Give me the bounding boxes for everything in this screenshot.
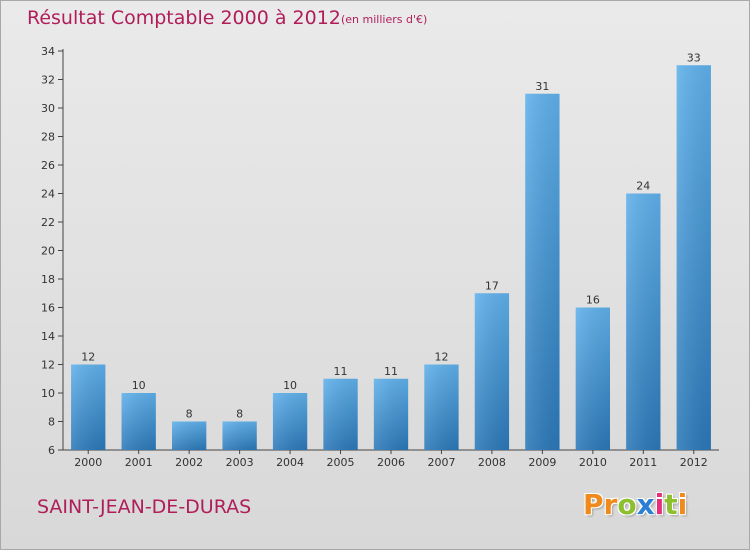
logo-letter: x: [636, 488, 655, 521]
x-tick-label: 2007: [427, 456, 455, 469]
data-label: 11: [334, 365, 348, 378]
bar-shade: [424, 364, 459, 450]
y-tick-label: 22: [41, 216, 55, 229]
x-tick-label: 2011: [629, 456, 657, 469]
y-tick-label: 28: [41, 131, 55, 144]
data-label: 33: [687, 51, 701, 64]
x-tick-label: 2003: [226, 456, 254, 469]
y-tick-label: 10: [41, 387, 55, 400]
y-tick-label: 26: [41, 159, 55, 172]
y-tick-label: 32: [41, 74, 55, 87]
chart-title: Résultat Comptable 2000 à 2012: [27, 7, 341, 29]
x-tick-label: 2012: [680, 456, 708, 469]
logo-letter: o: [617, 488, 637, 521]
logo-letter: P: [583, 488, 604, 521]
y-tick-label: 8: [48, 416, 55, 429]
bar-shade: [474, 293, 510, 450]
data-label: 10: [283, 379, 297, 392]
logo-letter: i: [654, 488, 665, 521]
x-tick-label: 2006: [377, 456, 405, 469]
x-tick-label: 2000: [74, 456, 102, 469]
x-tick-label: 2001: [125, 456, 153, 469]
data-label: 17: [485, 279, 499, 292]
data-label: 8: [186, 408, 193, 421]
bar-shade: [171, 421, 207, 450]
data-label: 24: [636, 180, 650, 193]
y-tick-label: 18: [41, 273, 55, 286]
logo-letter: i: [677, 488, 688, 521]
x-tick-label: 2010: [579, 456, 607, 469]
x-tick-label: 2009: [528, 456, 556, 469]
data-label: 12: [81, 351, 95, 364]
bar-shade: [525, 93, 560, 450]
bar-shade: [71, 364, 106, 450]
y-tick-label: 34: [41, 45, 55, 58]
bar-shade: [626, 193, 661, 450]
bar-shade: [676, 65, 711, 450]
bar-shade: [222, 421, 257, 450]
y-tick-label: 14: [41, 330, 55, 343]
proxiti-logo[interactable]: Proxiti: [583, 488, 687, 521]
logo-letter: t: [664, 488, 678, 521]
y-tick-label: 30: [41, 102, 55, 115]
y-tick-label: 6: [48, 444, 55, 457]
data-label: 12: [434, 351, 448, 364]
y-tick-label: 20: [41, 245, 55, 258]
data-label: 10: [132, 379, 146, 392]
bar-shade: [575, 307, 611, 450]
data-label: 8: [236, 408, 243, 421]
data-label: 11: [384, 365, 398, 378]
x-tick-label: 2005: [327, 456, 355, 469]
x-tick-label: 2008: [478, 456, 506, 469]
bar-shade: [373, 378, 409, 450]
data-label: 31: [535, 80, 549, 93]
x-tick-label: 2002: [175, 456, 203, 469]
y-tick-label: 16: [41, 302, 55, 315]
y-tick-label: 24: [41, 188, 55, 201]
bar-shade: [323, 378, 358, 450]
bar-shade: [121, 393, 156, 450]
x-tick-label: 2004: [276, 456, 304, 469]
bar-shade: [272, 393, 308, 450]
chart-subtitle: (en milliers d'€): [341, 13, 428, 26]
logo-letter: r: [603, 488, 618, 521]
y-tick-label: 12: [41, 359, 55, 372]
data-label: 16: [586, 294, 600, 307]
town-name: SAINT-JEAN-DE-DURAS: [37, 496, 252, 518]
